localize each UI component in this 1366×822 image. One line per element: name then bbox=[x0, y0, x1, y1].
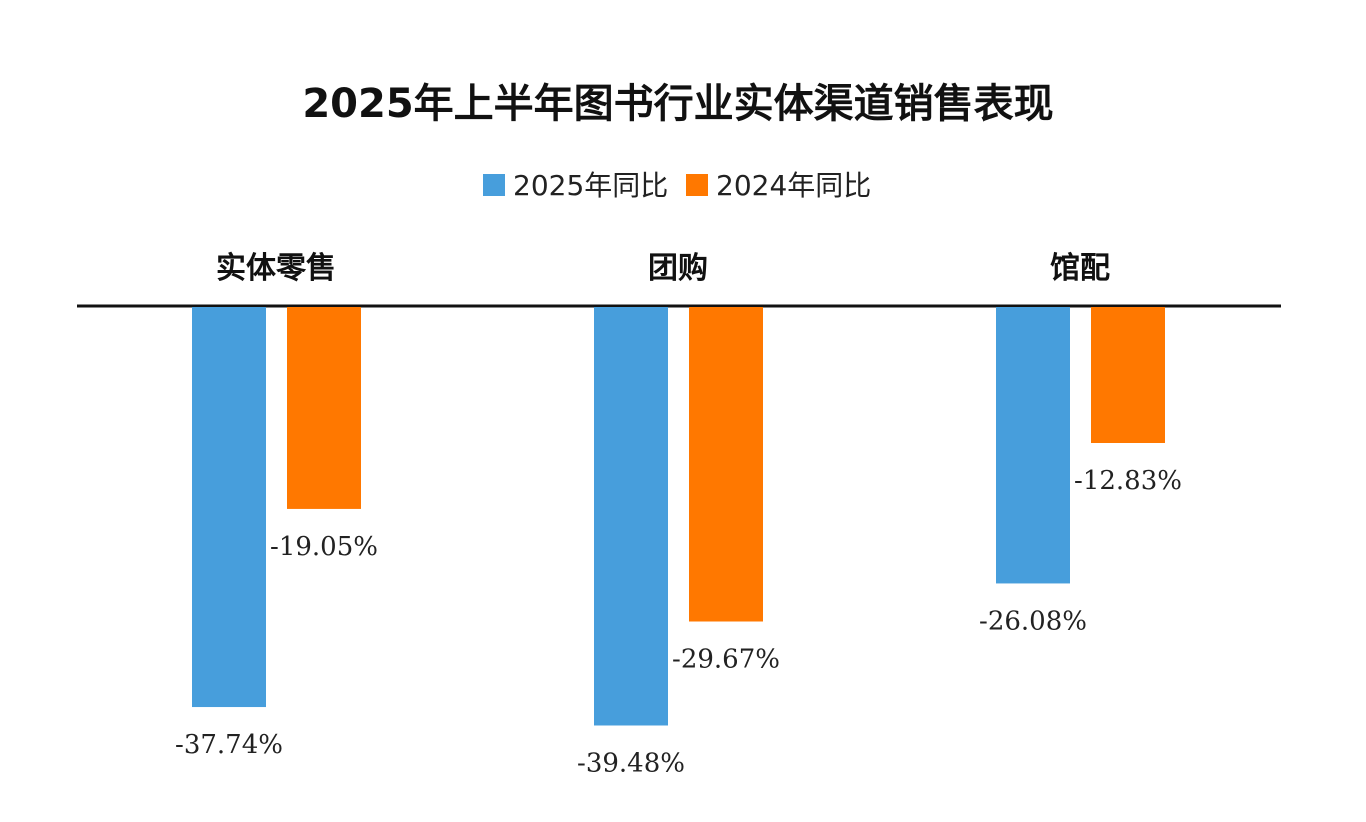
bar-series0-cat1 bbox=[594, 307, 668, 726]
legend-swatch-2024 bbox=[686, 174, 708, 196]
bar-series1-cat1 bbox=[689, 307, 763, 622]
value-label-series1-cat0: -19.05% bbox=[270, 532, 378, 562]
legend-label-2025: 2025年同比 bbox=[513, 169, 668, 202]
category-label-1: 团购 bbox=[648, 251, 708, 286]
bar-series1-cat0 bbox=[287, 307, 361, 509]
bars bbox=[192, 307, 1165, 726]
bar-series1-cat2 bbox=[1091, 307, 1165, 443]
bar-series0-cat2 bbox=[996, 307, 1070, 584]
value-label-series0-cat0: -37.74% bbox=[175, 730, 283, 760]
chart-title: 2025年上半年图书行业实体渠道销售表现 bbox=[302, 81, 1053, 127]
category-label-2: 馆配 bbox=[1050, 251, 1110, 286]
value-label-series0-cat1: -39.48% bbox=[577, 748, 685, 778]
legend-label-2024: 2024年同比 bbox=[716, 169, 871, 202]
category-labels: 实体零售 团购 馆配 bbox=[216, 251, 1110, 286]
value-label-series0-cat2: -26.08% bbox=[979, 606, 1087, 636]
value-label-series1-cat1: -29.67% bbox=[672, 645, 780, 675]
legend: 2025年同比 2024年同比 bbox=[483, 169, 871, 202]
value-labels: -37.74% -39.48% -26.08% -19.05% -29.67% -12.8… bbox=[175, 466, 1182, 778]
value-label-series1-cat2: -12.83% bbox=[1074, 466, 1182, 496]
legend-swatch-2025 bbox=[483, 174, 505, 196]
category-label-0: 实体零售 bbox=[216, 251, 336, 286]
bar-series0-cat0 bbox=[192, 307, 266, 708]
